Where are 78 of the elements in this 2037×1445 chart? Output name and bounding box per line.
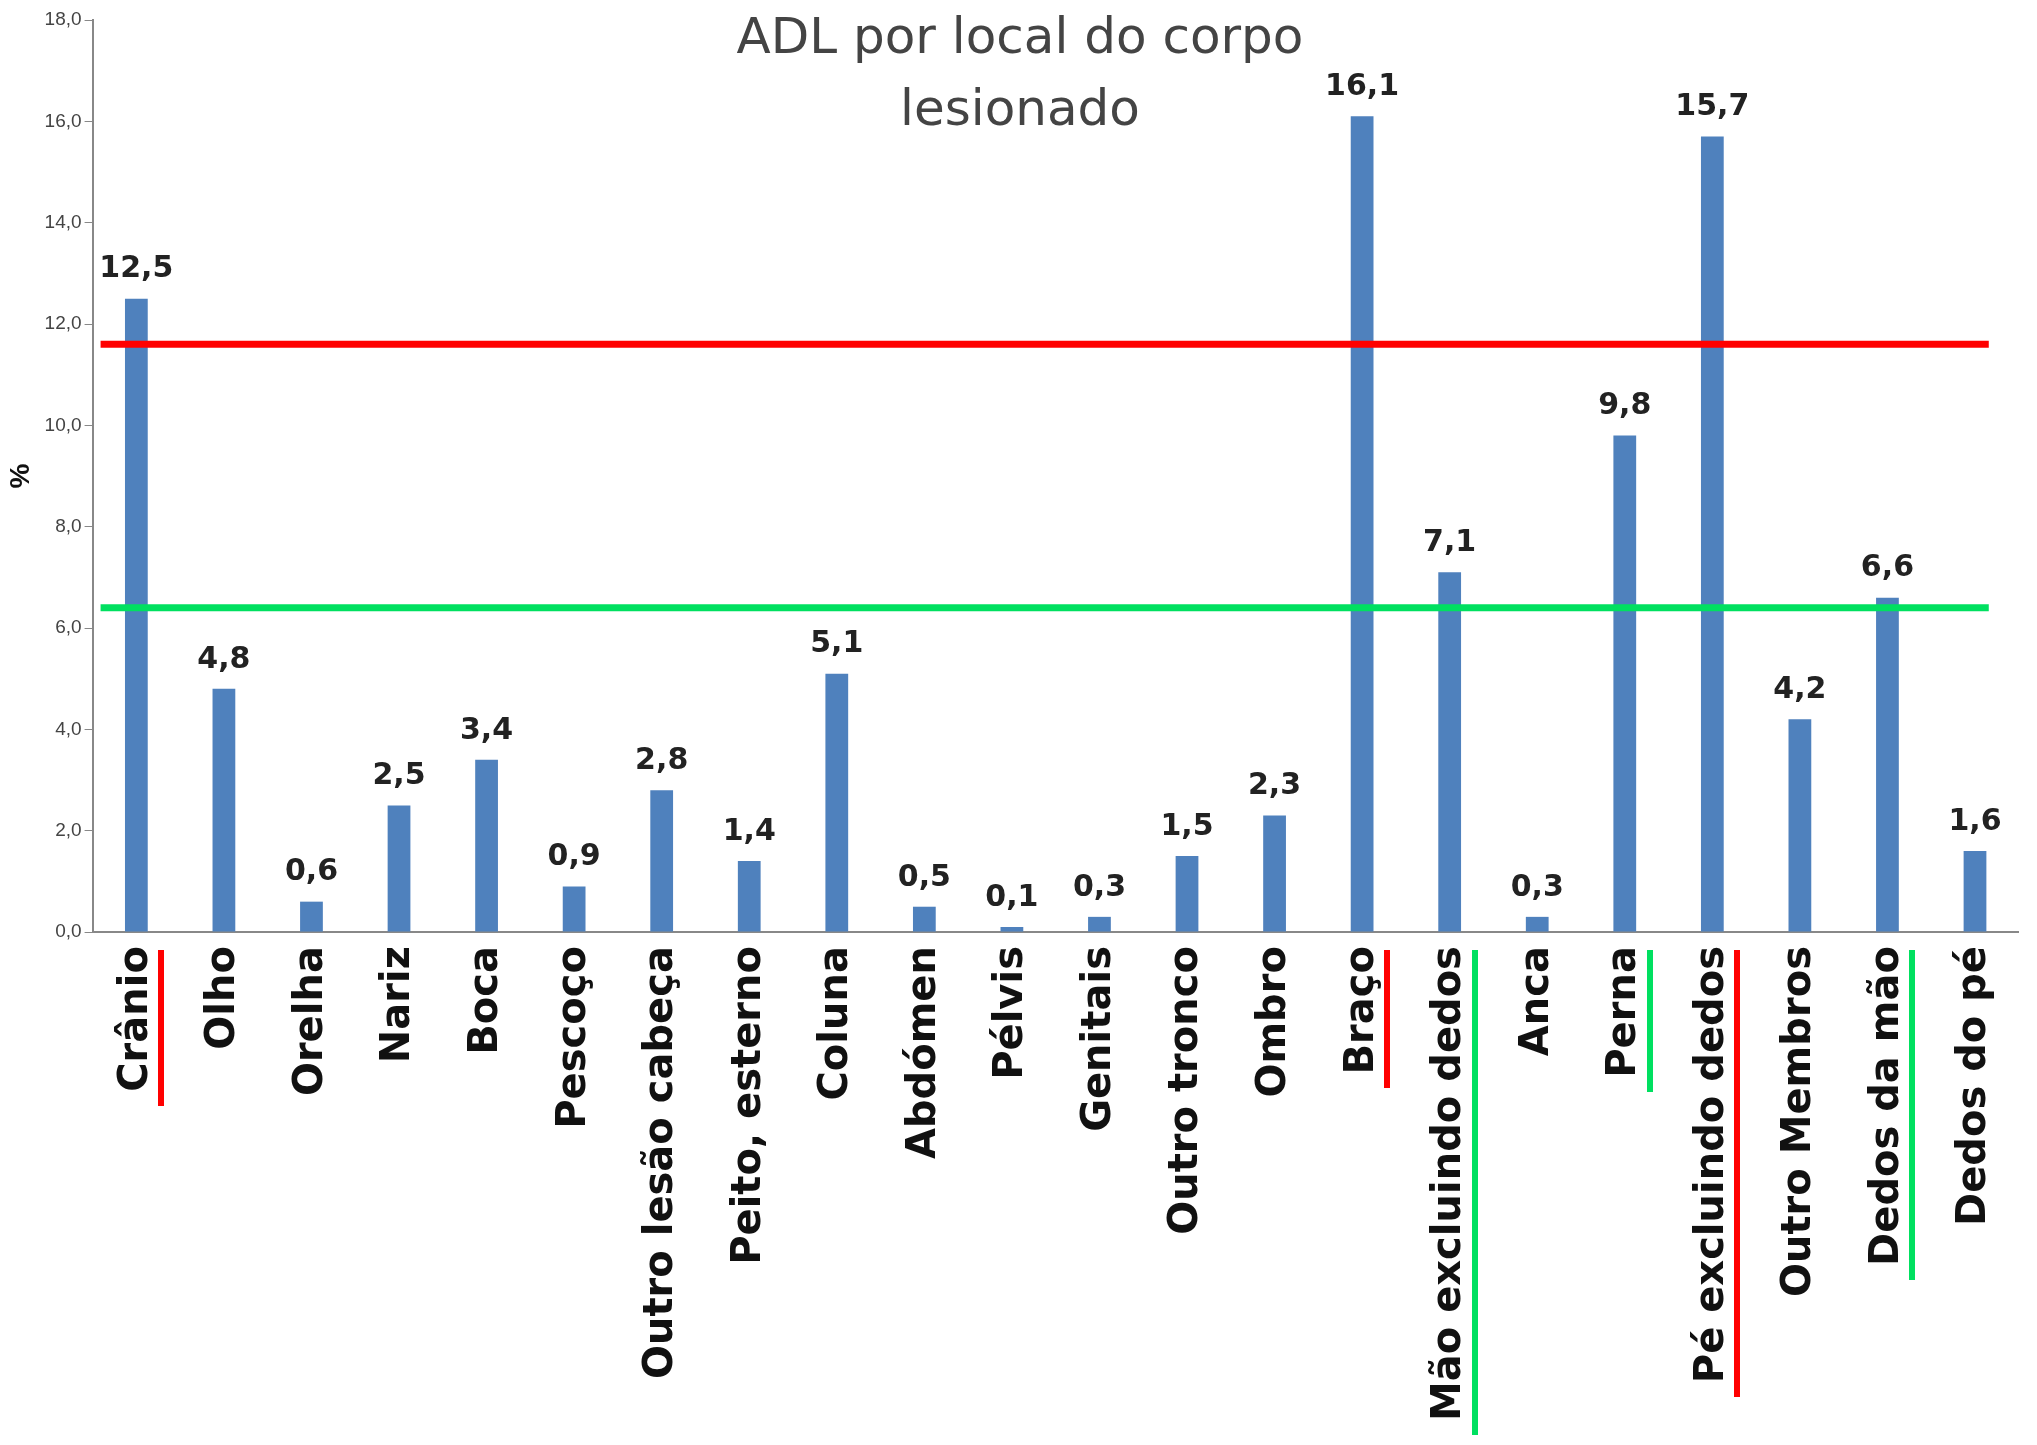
data-label: 1,5 xyxy=(1160,806,1214,842)
data-label: 0,6 xyxy=(284,852,339,888)
x-tick-label: Nariz xyxy=(372,946,419,1064)
y-tick-label: 14,0 xyxy=(44,210,82,232)
bar xyxy=(1700,136,1724,932)
x-tick-label: Olho xyxy=(197,946,244,1050)
bar xyxy=(1963,850,1987,932)
data-label: 2,5 xyxy=(372,756,426,792)
x-tick-label: Outro Membros xyxy=(1773,946,1820,1298)
bar xyxy=(650,790,674,932)
bar xyxy=(387,805,411,932)
data-label: 3,4 xyxy=(460,710,514,746)
bar xyxy=(825,673,849,932)
bar xyxy=(1438,572,1462,932)
y-tick-label: 18,0 xyxy=(44,8,82,30)
y-tick-label: 2,0 xyxy=(55,818,82,840)
bar xyxy=(1525,916,1549,932)
bar xyxy=(212,688,236,932)
x-tick-label: Mão excluindo dedos xyxy=(1423,946,1470,1422)
bar xyxy=(1263,815,1286,932)
data-label: 0,9 xyxy=(547,837,601,873)
data-label: 6,6 xyxy=(1860,548,1915,584)
data-label: 0,3 xyxy=(1072,867,1127,903)
x-tick-label: Anca xyxy=(1510,946,1557,1057)
y-tick-label: 4,0 xyxy=(55,717,82,739)
data-label: 7,1 xyxy=(1423,523,1477,559)
y-tick-label: 6,0 xyxy=(55,616,82,638)
bar xyxy=(737,861,761,932)
x-tick-label: Pescoço xyxy=(547,946,594,1129)
x-tick-label: Pé excluindo dedos xyxy=(1685,946,1732,1384)
x-tick-label: Outro lesão cabeça xyxy=(635,946,682,1380)
data-label: 0,3 xyxy=(1510,867,1564,903)
data-label: 4,2 xyxy=(1773,670,1827,706)
x-tick-label: Boca xyxy=(459,946,506,1055)
bar xyxy=(300,901,323,932)
x-tick-label: Dedos da mão xyxy=(1860,946,1907,1266)
x-tick-label: Crânio xyxy=(109,946,156,1092)
data-label: 0,1 xyxy=(985,877,1039,913)
x-tick-label: Perna xyxy=(1598,946,1645,1078)
bar xyxy=(1000,926,1024,932)
x-tick-label: Braço xyxy=(1335,946,1382,1075)
y-tick-label: 12,0 xyxy=(44,312,82,334)
data-label: 5,1 xyxy=(810,624,864,660)
bar xyxy=(562,886,586,932)
x-tick-label: Genitais xyxy=(1072,946,1119,1132)
data-label: 12,5 xyxy=(99,249,174,285)
y-tick-label: 16,0 xyxy=(44,109,82,131)
bar xyxy=(912,906,936,932)
x-tick-label: Dedos do pé xyxy=(1948,946,1995,1227)
y-tick-label: 10,0 xyxy=(44,413,82,435)
data-label: 1,6 xyxy=(1948,801,2002,837)
x-tick-label: Peito, esterno xyxy=(722,946,769,1265)
data-label: 2,8 xyxy=(635,740,689,776)
bar xyxy=(1350,116,1374,932)
data-label: 1,4 xyxy=(722,811,776,847)
y-tick-label: 0,0 xyxy=(55,920,82,942)
bar xyxy=(124,298,148,932)
data-label: 9,8 xyxy=(1598,386,1652,422)
x-tick-label: Coluna xyxy=(810,946,857,1101)
text: ADL por local do corpo lesionado xyxy=(736,7,1304,137)
data-label: 0,5 xyxy=(897,857,951,893)
y-tick-label: 8,0 xyxy=(55,514,82,536)
x-tick-label: Pélvis xyxy=(985,946,1032,1080)
data-label: 16,1 xyxy=(1325,67,1400,103)
x-tick-label: Ombro xyxy=(1247,946,1294,1098)
bar xyxy=(1876,597,1899,932)
y-axis-title: % xyxy=(3,463,35,489)
x-tick-label: Orelha xyxy=(284,946,331,1097)
bar xyxy=(1613,435,1637,932)
x-tick-label: Abdómen xyxy=(897,946,944,1160)
data-label: 2,3 xyxy=(1247,766,1302,802)
x-tick-label: Outro tronco xyxy=(1160,946,1207,1235)
bar xyxy=(475,759,498,932)
bar xyxy=(1088,916,1111,932)
bar xyxy=(1788,719,1812,932)
data-label: 4,8 xyxy=(197,639,251,675)
data-label: 15,7 xyxy=(1675,87,1750,123)
bar xyxy=(1175,856,1199,932)
